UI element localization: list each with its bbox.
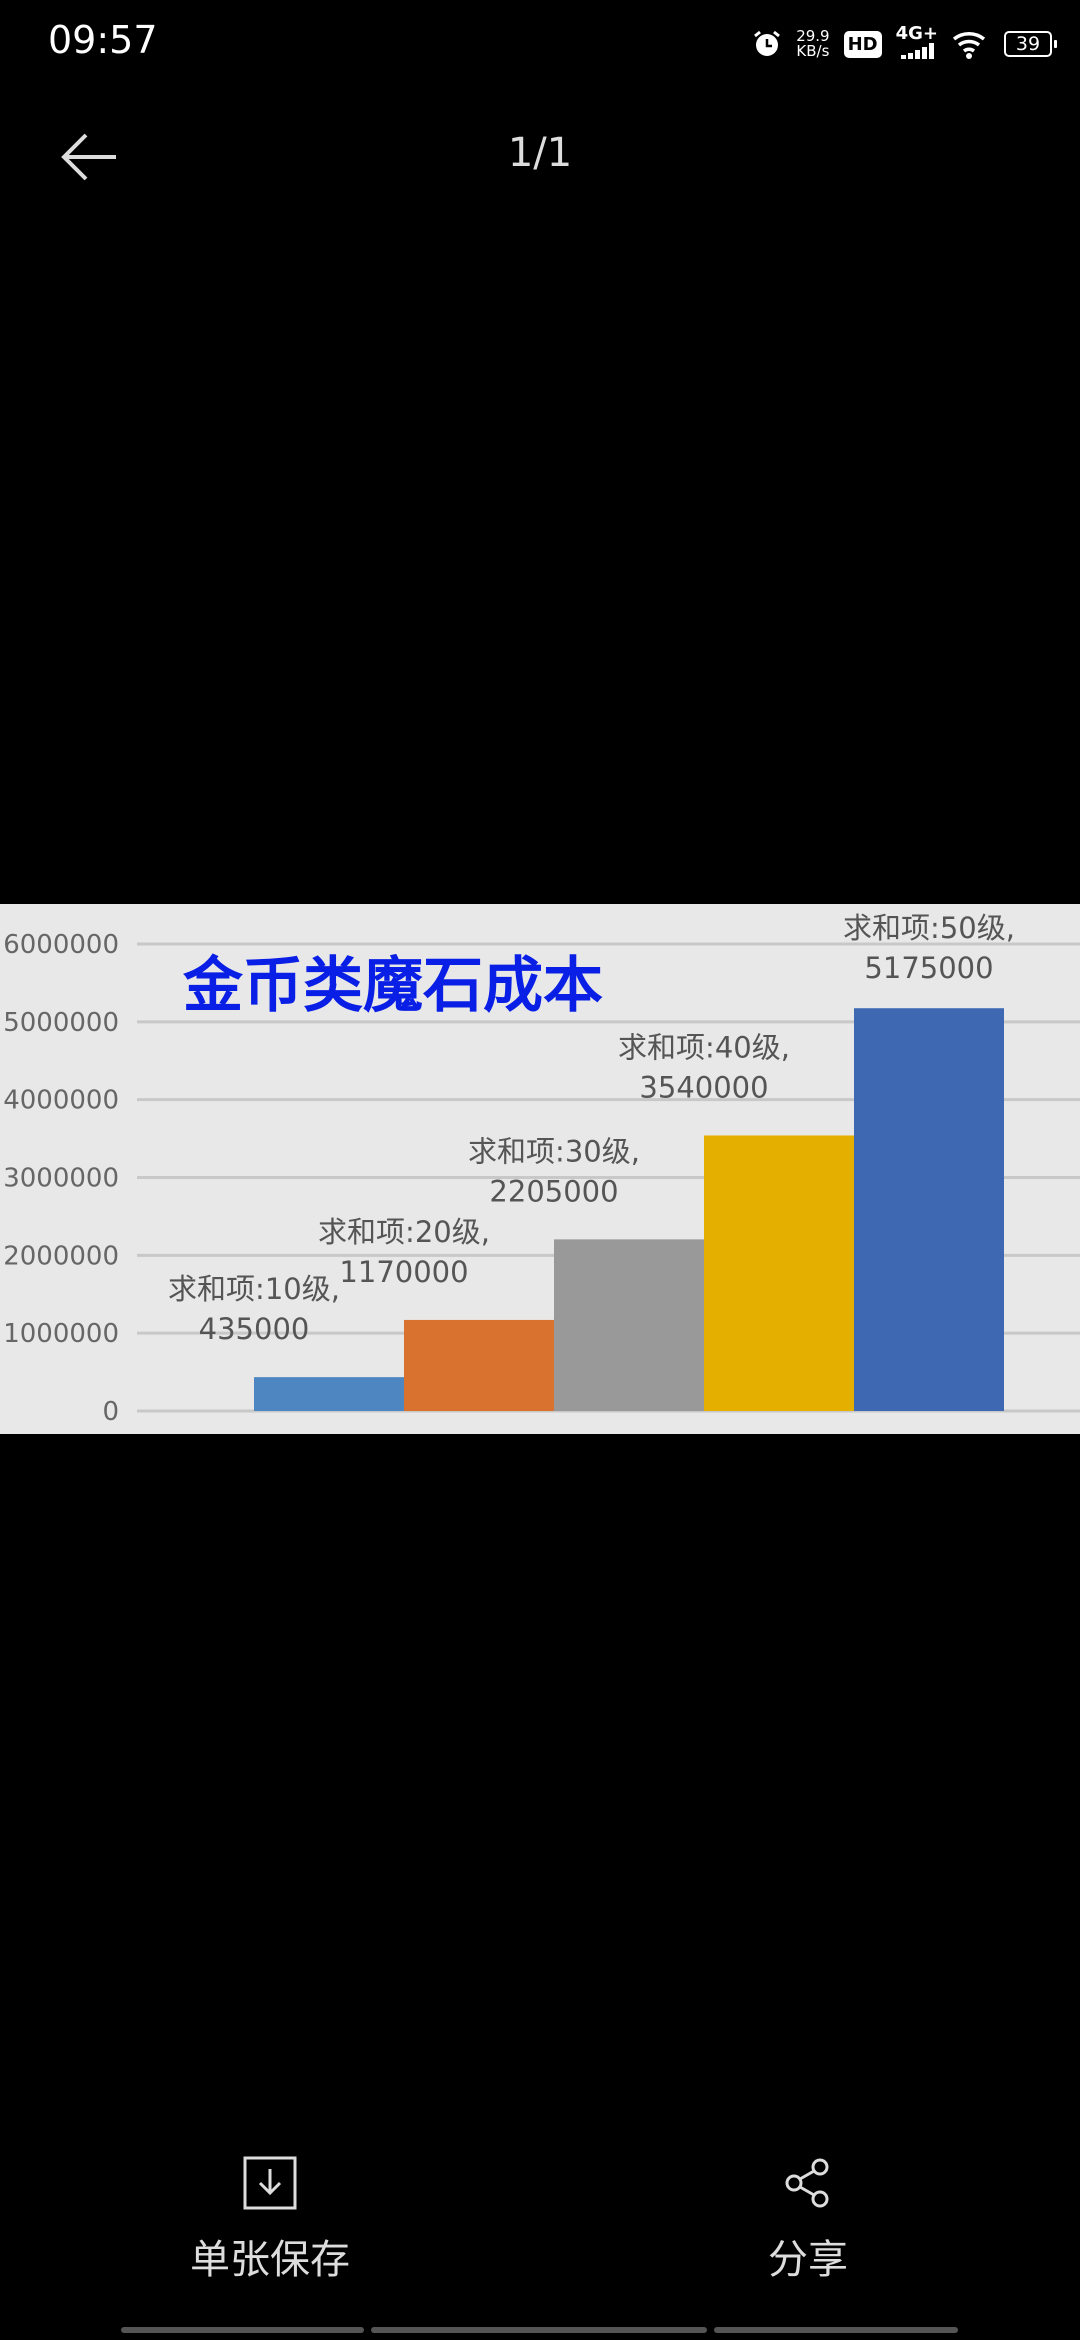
net-speed-value: 29.9: [796, 27, 830, 45]
data-label-value: 1170000: [339, 1255, 468, 1289]
y-tick-label: 6000000: [3, 930, 119, 960]
data-label-value: 3540000: [639, 1070, 768, 1104]
status-icons: 29.9 KB/s HD 4G+ 39: [752, 22, 1057, 66]
bar: [554, 1239, 704, 1411]
data-label-category: 求和项:20级,: [318, 1215, 490, 1249]
nav-bar-segment: [371, 2327, 707, 2333]
battery-level: 39: [1015, 33, 1041, 55]
signal-icon: 4G+: [896, 25, 938, 63]
chart-title: 金币类魔石成本: [183, 951, 603, 1021]
nav-bar-segment: [121, 2327, 364, 2333]
hd-icon: HD: [843, 30, 882, 58]
y-tick-label: 3000000: [3, 1164, 119, 1194]
data-label-value: 2205000: [489, 1174, 618, 1208]
net-speed-unit: KB/s: [796, 42, 830, 60]
image-counter: 1/1: [507, 130, 573, 176]
share-button[interactable]: 分享: [658, 2155, 958, 2285]
y-tick-label: 2000000: [3, 1241, 119, 1271]
y-tick-label: 1000000: [3, 1319, 119, 1349]
data-label-value: 435000: [199, 1312, 310, 1346]
y-tick-label: 5000000: [3, 1008, 119, 1038]
y-tick-label: 4000000: [3, 1086, 119, 1116]
bar: [404, 1319, 554, 1411]
share-label: 分享: [768, 2237, 848, 2283]
download-icon: [243, 2156, 297, 2210]
chart-image: 0 1000000 2000000 3000000 4000000 5000000 6000…: [0, 904, 1080, 1434]
y-tick-label: 0: [102, 1397, 119, 1427]
bar: [704, 1135, 854, 1411]
nav-bar-segment: [714, 2327, 958, 2333]
battery-icon: 39: [1004, 31, 1057, 57]
save-single-button[interactable]: 单张保存: [120, 2155, 420, 2285]
net-speed: 29.9 KB/s: [796, 29, 829, 59]
share-icon: [785, 2158, 829, 2208]
status-time: 09:57: [48, 18, 158, 62]
bar: [854, 1008, 1004, 1411]
wifi-icon: [952, 31, 986, 59]
data-label-value: 5175000: [864, 951, 993, 985]
data-label-category: 求和项:40级,: [618, 1030, 790, 1064]
data-label-category: 求和项:30级,: [468, 1134, 640, 1168]
save-label: 单张保存: [190, 2237, 350, 2283]
data-label-category: 求和项:50级,: [843, 911, 1015, 945]
bar: [254, 1377, 404, 1411]
alarm-icon: [754, 30, 781, 56]
back-arrow-icon[interactable]: [58, 130, 120, 184]
network-type: 4G+: [895, 23, 938, 44]
data-label-category: 求和项:10级,: [168, 1272, 340, 1306]
